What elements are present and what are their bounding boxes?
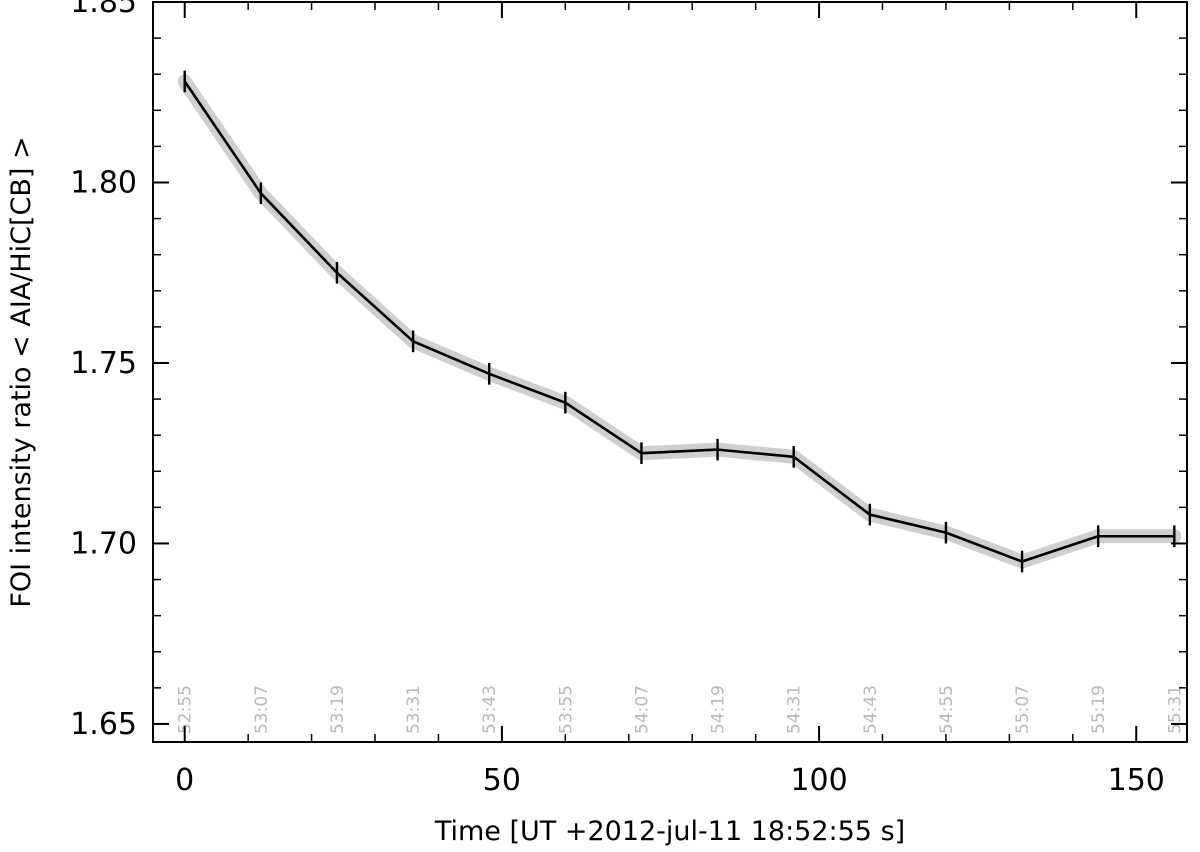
x-tick-label: 150 — [1108, 763, 1165, 798]
time-annotation-label: 53:31 — [404, 685, 424, 734]
time-annotation-label: 55:31 — [1165, 685, 1185, 734]
time-annotation-label: 54:07 — [632, 685, 652, 734]
y-tick-label: 1.75 — [70, 346, 137, 381]
time-annotation-label: 53:19 — [328, 685, 348, 734]
error-band-layer — [177, 74, 1182, 569]
time-annotation-label: 54:55 — [937, 685, 957, 734]
y-tick-label: 1.70 — [70, 526, 137, 561]
x-axis-title: Time [UT +2012-jul-11 18:52:55 s] — [434, 816, 905, 847]
series-0-line — [183, 80, 1175, 563]
time-annotation-label: 52:55 — [176, 685, 196, 734]
time-annotation-label: 54:31 — [785, 685, 805, 734]
time-annotation-layer: 52:55 53:07 53:19 53:31 53:43 53:55 54:07 54:19… — [176, 685, 1186, 734]
y-axis-title: FOI intensity ratio < AIA/HiC[CB] > — [6, 136, 37, 607]
time-annotation-label: 53:07 — [252, 685, 272, 734]
time-annotation-label: 53:43 — [480, 685, 500, 734]
series-line-layer — [183, 70, 1176, 573]
series-0-error-band — [177, 74, 1182, 569]
y-tick-label: 1.80 — [70, 165, 137, 200]
axis-tick-layer: 1.65 1.70 1.75 1.80 1.85 0 50 100 150 — [70, 0, 1187, 798]
time-annotation-label: 55:19 — [1089, 685, 1109, 734]
plot-frame — [152, 1, 1188, 743]
x-tick-label: 0 — [175, 763, 194, 798]
time-annotation-label: 54:43 — [861, 685, 881, 734]
x-tick-label: 100 — [790, 763, 847, 798]
time-annotation-label: 53:55 — [556, 685, 576, 734]
time-annotation-label: 54:19 — [709, 685, 729, 734]
time-annotation-label: 55:07 — [1013, 685, 1033, 734]
y-tick-label: 1.65 — [70, 707, 137, 742]
x-tick-label: 50 — [483, 763, 521, 798]
y-tick-label: 1.85 — [70, 0, 137, 20]
